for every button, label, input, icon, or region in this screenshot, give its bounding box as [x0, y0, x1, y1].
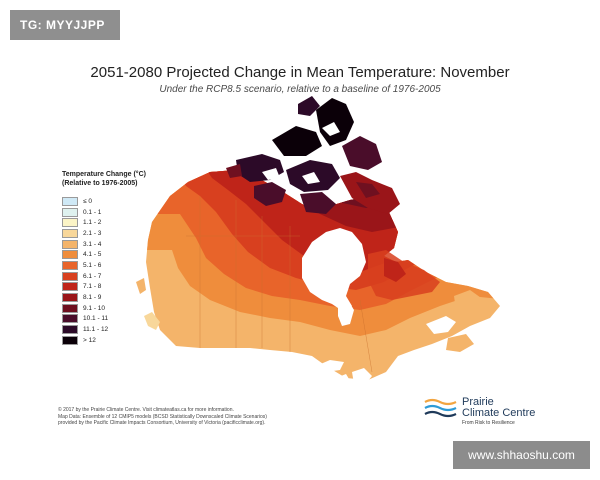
legend-label: 0.1 - 1 — [83, 208, 102, 216]
legend-item: 3.1 - 4 — [62, 239, 172, 250]
logo-name: Prairie Climate Centre — [462, 397, 535, 419]
provincial-borders — [186, 196, 373, 373]
legend: Temperature Change (°C) (Relative to 197… — [62, 170, 172, 346]
legend-item: 0.1 - 1 — [62, 207, 172, 218]
james-bay — [338, 300, 354, 326]
legend-item: > 12 — [62, 335, 172, 346]
credits: © 2017 by the Prairie Climate Centre. Vi… — [58, 407, 358, 427]
legend-label: 8.1 - 9 — [83, 294, 102, 302]
legend-swatch — [62, 218, 78, 228]
legend-label: 10.1 - 11 — [83, 315, 109, 323]
legend-swatch — [62, 250, 78, 260]
legend-swatch — [62, 325, 78, 335]
tag-badge: TG: MYYJJPP — [10, 10, 120, 40]
legend-swatch — [62, 282, 78, 292]
legend-item: 6.1 - 7 — [62, 271, 172, 282]
legend-item: 4.1 - 5 — [62, 249, 172, 260]
legend-swatch — [62, 293, 78, 303]
legend-label: 3.1 - 4 — [83, 240, 102, 248]
legend-item: 7.1 - 8 — [62, 282, 172, 293]
arctic-islands — [226, 96, 400, 214]
legend-label: 7.1 - 8 — [83, 283, 102, 291]
legend-title-line2: (Relative to 1976-2005) — [62, 180, 138, 187]
logo-tagline: From Risk to Resilience — [462, 420, 515, 426]
prairie-climate-centre-logo: Prairie Climate Centre From Risk to Resi… — [424, 396, 564, 426]
watermark: www.shhaoshu.com — [453, 441, 590, 469]
credits-line: Map Data: Ensemble of 12 CMIP5 models (B… — [58, 413, 267, 420]
logo-name-line2: Climate Centre — [462, 407, 536, 419]
vancouver-island — [144, 312, 160, 330]
legend-swatch — [62, 314, 78, 324]
logo-waves-icon — [424, 398, 457, 418]
hudson-bay — [302, 228, 366, 312]
logo-name-line1: Prairie — [462, 396, 494, 408]
legend-title: Temperature Change (°C) (Relative to 197… — [62, 170, 172, 188]
legend-label: 4.1 - 5 — [83, 251, 102, 259]
legend-label: ≤ 0 — [83, 197, 92, 205]
newfoundland — [454, 290, 484, 318]
credits-line: © 2017 by the Prairie Climate Centre. Vi… — [58, 407, 234, 413]
legend-item: 2.1 - 3 — [62, 228, 172, 239]
legend-item: 5.1 - 6 — [62, 260, 172, 271]
legend-label: 1.1 - 2 — [83, 219, 102, 227]
legend-label: 6.1 - 7 — [83, 272, 102, 280]
legend-label: 9.1 - 10 — [83, 304, 106, 312]
legend-label: 2.1 - 3 — [83, 229, 102, 237]
legend-item: ≤ 0 — [62, 196, 172, 207]
legend-label: 5.1 - 6 — [83, 261, 102, 269]
legend-swatch — [62, 239, 78, 249]
legend-item: 1.1 - 2 — [62, 217, 172, 228]
legend-item: 10.1 - 11 — [62, 314, 172, 325]
legend-swatch — [62, 260, 78, 270]
legend-swatch — [62, 303, 78, 313]
legend-swatch — [62, 196, 78, 206]
legend-item: 9.1 - 10 — [62, 303, 172, 314]
legend-swatch — [62, 228, 78, 238]
map-title: 2051-2080 Projected Change in Mean Tempe… — [90, 64, 510, 81]
legend-title-line1: Temperature Change (°C) — [62, 171, 146, 178]
legend-item: 8.1 - 9 — [62, 292, 172, 303]
legend-swatch — [62, 207, 78, 217]
great-lakes — [316, 360, 400, 398]
map-subtitle: Under the RCP8.5 scenario, relative to a… — [159, 84, 441, 95]
credits-line: provided by the Pacific Climate Impacts … — [58, 420, 266, 426]
legend-label: 11.1 - 12 — [83, 326, 109, 334]
legend-item: 11.1 - 12 — [62, 324, 172, 335]
legend-swatch — [62, 335, 78, 345]
legend-label: > 12 — [83, 336, 96, 344]
legend-swatch — [62, 271, 78, 281]
